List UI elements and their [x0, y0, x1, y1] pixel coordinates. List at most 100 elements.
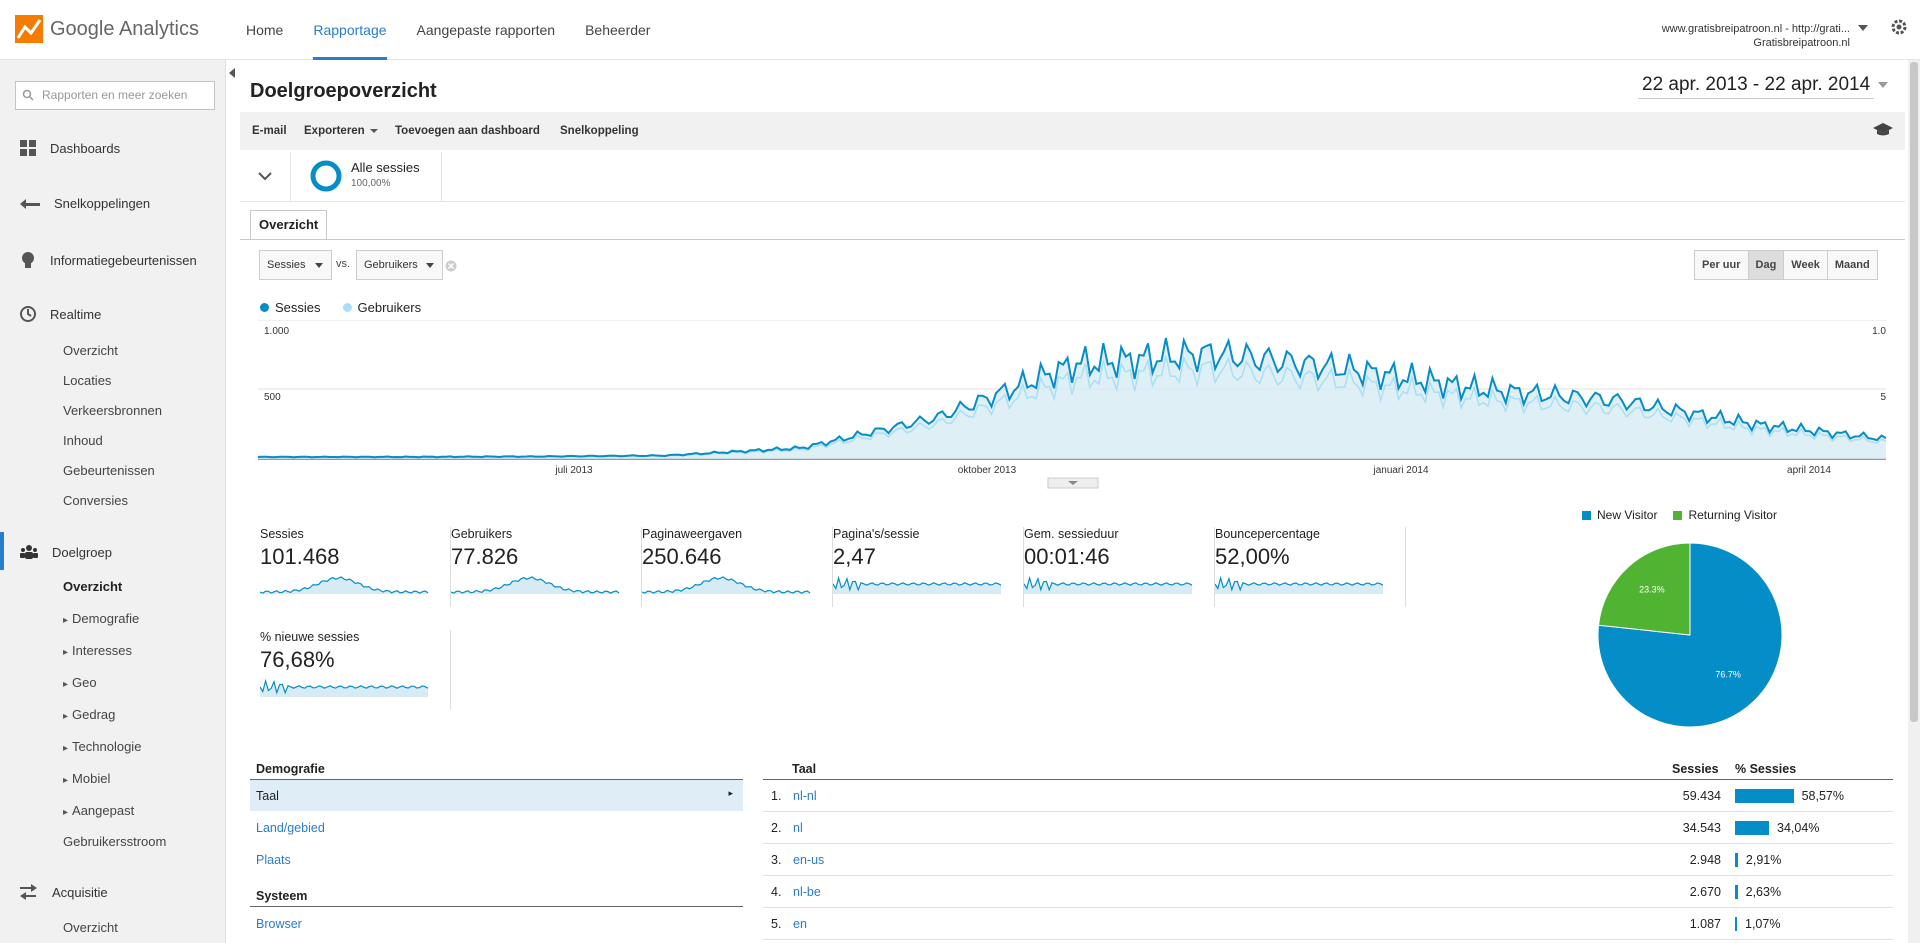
table-row: 5. en 1.087 1,07% [763, 908, 1893, 940]
language-link[interactable]: nl [793, 821, 803, 835]
sidebar-sub-custom[interactable]: Aangepast [63, 803, 134, 818]
add-to-dashboard-button[interactable]: Toevoegen aan dashboard [395, 125, 540, 137]
sidebar-item-shortcuts[interactable]: Snelkoppelingen [20, 196, 220, 211]
sidebar-sub-locations[interactable]: Locaties [63, 373, 112, 388]
segment-expand-icon[interactable] [258, 172, 272, 181]
demographics-header: Demografie [256, 762, 325, 776]
lightbulb-icon [22, 252, 34, 268]
sidebar-sub-audience-overview[interactable]: Overzicht [63, 579, 123, 594]
sidebar-label: Informatiegebeurtenissen [50, 252, 197, 268]
account-selector[interactable]: www.gratisbreipatroon.nl - http://grati.… [1662, 22, 1850, 50]
sidebar-sub-technology[interactable]: Technologie [63, 739, 141, 754]
segment-bar: Alle sessies 100,00% [240, 152, 1905, 202]
pct-value: 2,91% [1745, 853, 1782, 867]
metric-card[interactable]: Sessies 101.468 [259, 527, 451, 607]
metric-card[interactable]: Bouncepercentage 52,00% [1214, 527, 1406, 607]
sidebar-sub-content[interactable]: Inhoud [63, 433, 103, 448]
y-tick-left: 500 [264, 392, 281, 403]
granularity-month[interactable]: Maand [1826, 250, 1878, 280]
legend-label-gebruikers[interactable]: Gebruikers [357, 300, 422, 315]
acquisition-icon [20, 884, 37, 900]
sidebar-sub-acquisition-overview[interactable]: Overzicht [63, 920, 118, 935]
metric-label: Pagina's/sessie [833, 527, 920, 541]
demographics-item-city[interactable]: Plaats [256, 853, 291, 867]
sidebar-item-audience[interactable]: Doelgroep [20, 544, 220, 560]
legend-label-sessies[interactable]: Sessies [275, 300, 321, 315]
sidebar-sub-geo[interactable]: Geo [63, 675, 97, 690]
nav-rapportage[interactable]: Rapportage [313, 0, 387, 60]
pie-slice-label: 23.3% [1639, 585, 1665, 595]
language-link[interactable]: nl-be [793, 885, 821, 899]
metric-card[interactable]: Gem. sessieduur 00:01:46 [1023, 527, 1215, 607]
granularity-day[interactable]: Dag [1747, 250, 1785, 280]
sidebar-sub-interests[interactable]: Interesses [63, 643, 132, 658]
metric-label: Gem. sessieduur [1024, 527, 1119, 541]
row-rank: 3. [771, 853, 782, 867]
sidebar-sub-realtime-overview[interactable]: Overzicht [63, 343, 118, 358]
chevron-right-icon: ▸ [728, 788, 733, 798]
language-link[interactable]: en-us [793, 853, 825, 867]
metric-card[interactable]: Pagina's/sessie 2,47 [832, 527, 1024, 607]
sidebar-label: Acquisitie [52, 884, 108, 900]
nav-admin[interactable]: Beheerder [585, 22, 651, 38]
granularity-week[interactable]: Week [1783, 250, 1828, 280]
shortcut-button[interactable]: Snelkoppeling [560, 125, 639, 137]
metric1-select[interactable]: Sessies [259, 250, 332, 280]
metric-label: Bouncepercentage [1215, 527, 1320, 541]
graduation-cap-icon[interactable] [1873, 123, 1893, 137]
export-button[interactable]: Exporteren [304, 125, 365, 137]
language-link[interactable]: en [793, 917, 807, 931]
account-chevron-icon[interactable] [1858, 25, 1868, 33]
metrics-row-2: % nieuwe sessies 76,68% [259, 630, 451, 710]
nav-home[interactable]: Home [246, 22, 284, 38]
sidebar-sub-events[interactable]: Gebeurtenissen [63, 463, 155, 478]
sidebar-item-realtime[interactable]: Realtime [20, 306, 220, 322]
sidebar-sub-traffic-sources[interactable]: Verkeersbronnen [63, 403, 163, 418]
metric-value: 00:01:46 [1024, 544, 1110, 569]
pct-value: 58,57% [1801, 789, 1844, 803]
search-input[interactable]: Rapporten en meer zoeken [15, 81, 215, 110]
granularity-hour[interactable]: Per uur [1694, 250, 1749, 280]
legend-label-new[interactable]: New Visitor [1597, 508, 1658, 522]
metric-value: 52,00% [1215, 544, 1290, 569]
date-range-picker[interactable]: 22 apr. 2013 - 22 apr. 2014 [1638, 72, 1875, 99]
pct-bar [1735, 853, 1738, 867]
scrollbar-thumb[interactable] [1910, 62, 1918, 722]
metric-card[interactable]: Paginaweergaven 250.646 [641, 527, 833, 607]
email-button[interactable]: E-mail [252, 125, 287, 137]
session-count: 59.434 [1682, 789, 1721, 803]
row-rank: 4. [771, 885, 782, 899]
sidebar-sub-conversions[interactable]: Conversies [63, 493, 129, 508]
segment-chip[interactable] [290, 152, 442, 202]
sidebar-item-acquisition[interactable]: Acquisitie [20, 884, 220, 900]
sidebar-sub-mobile[interactable]: Mobiel [63, 771, 110, 786]
legend-label-returning[interactable]: Returning Visitor [1688, 508, 1777, 522]
metric-card[interactable]: Gebruikers 77.826 [450, 527, 642, 607]
sidebar-sub-users-flow[interactable]: Gebruikersstroom [63, 834, 167, 849]
tab-overview[interactable]: Overzicht [250, 210, 328, 240]
google-analytics-logo[interactable]: Google Analytics [14, 14, 199, 44]
col-header-pct-sessies[interactable]: % Sessies [1735, 762, 1797, 776]
col-header-sessies[interactable]: Sessies [1672, 762, 1719, 776]
sidebar-sub-demographics[interactable]: Demografie [63, 611, 139, 626]
pie-slice-new-visitor[interactable] [1597, 542, 1783, 728]
demographics-item-country[interactable]: Land/gebied [256, 821, 325, 835]
demographics-item-taal[interactable]: Taal ▸ [250, 780, 743, 811]
language-link[interactable]: nl-nl [793, 789, 817, 803]
dashboards-icon [20, 140, 36, 156]
gear-icon[interactable] [1890, 18, 1908, 36]
export-chevron-icon [370, 129, 378, 133]
sidebar-item-dashboards[interactable]: Dashboards [20, 140, 220, 156]
sidebar-item-intelligence-events[interactable]: Informatiegebeurtenissen [20, 251, 220, 269]
pct-bar [1735, 917, 1737, 931]
system-item-browser[interactable]: Browser [256, 917, 302, 931]
date-chevron-icon[interactable] [1878, 82, 1888, 89]
pie-chart: 76.7% 23.3% [1597, 542, 1783, 728]
remove-comparison-icon[interactable] [445, 260, 457, 272]
metric2-select[interactable]: Gebruikers [356, 250, 443, 280]
sidebar-sub-behavior[interactable]: Gedrag [63, 707, 115, 722]
collapse-sidebar-icon[interactable] [228, 68, 236, 78]
nav-custom-reports[interactable]: Aangepaste rapporten [416, 22, 556, 38]
pie-slice-returning-visitor[interactable] [1597, 542, 1691, 636]
metric-card[interactable]: % nieuwe sessies 76,68% [259, 630, 451, 710]
